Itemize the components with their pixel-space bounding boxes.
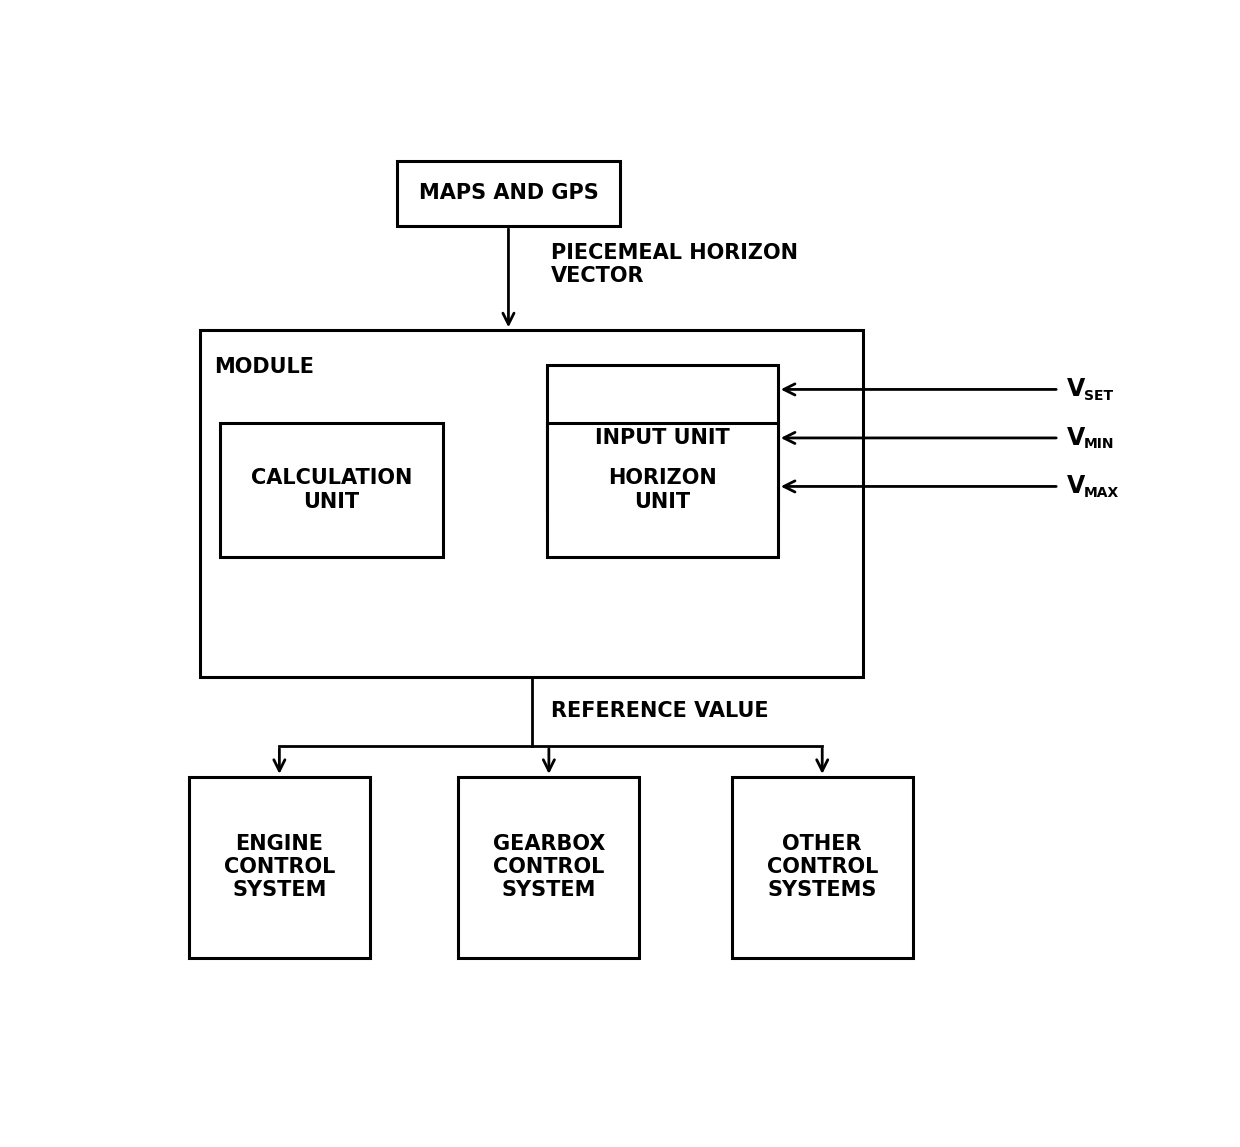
Text: PIECEMEAL HORIZON
VECTOR: PIECEMEAL HORIZON VECTOR <box>551 243 797 287</box>
Text: MIN: MIN <box>1084 437 1114 451</box>
Text: MAPS AND GPS: MAPS AND GPS <box>419 184 599 203</box>
Text: ENGINE
CONTROL
SYSTEM: ENGINE CONTROL SYSTEM <box>223 834 335 900</box>
Text: REFERENCE VALUE: REFERENCE VALUE <box>551 701 769 721</box>
Text: CALCULATION
UNIT: CALCULATION UNIT <box>250 468 412 512</box>
Bar <box>188 777 370 958</box>
Text: SET: SET <box>1084 389 1112 403</box>
Bar <box>547 422 777 557</box>
Text: V: V <box>1066 475 1085 499</box>
Text: HORIZON
UNIT: HORIZON UNIT <box>608 468 717 512</box>
Text: OTHER
CONTROL
SYSTEMS: OTHER CONTROL SYSTEMS <box>766 834 878 900</box>
Bar <box>397 161 620 226</box>
Text: MAX: MAX <box>1084 485 1118 500</box>
Text: INPUT UNIT: INPUT UNIT <box>595 428 730 448</box>
Bar <box>201 330 863 677</box>
Text: GEARBOX
CONTROL
SYSTEM: GEARBOX CONTROL SYSTEM <box>492 834 605 900</box>
Bar <box>732 777 913 958</box>
Text: MODULE: MODULE <box>215 357 314 377</box>
Text: V: V <box>1066 377 1085 401</box>
Bar <box>547 365 777 512</box>
Text: V: V <box>1066 426 1085 450</box>
Bar <box>459 777 640 958</box>
Bar <box>219 422 443 557</box>
